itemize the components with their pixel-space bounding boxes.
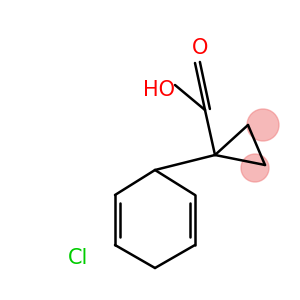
Text: O: O [192, 38, 208, 58]
Text: HO: HO [143, 80, 175, 100]
Text: Cl: Cl [68, 248, 88, 268]
Circle shape [241, 154, 269, 182]
Circle shape [247, 109, 279, 141]
